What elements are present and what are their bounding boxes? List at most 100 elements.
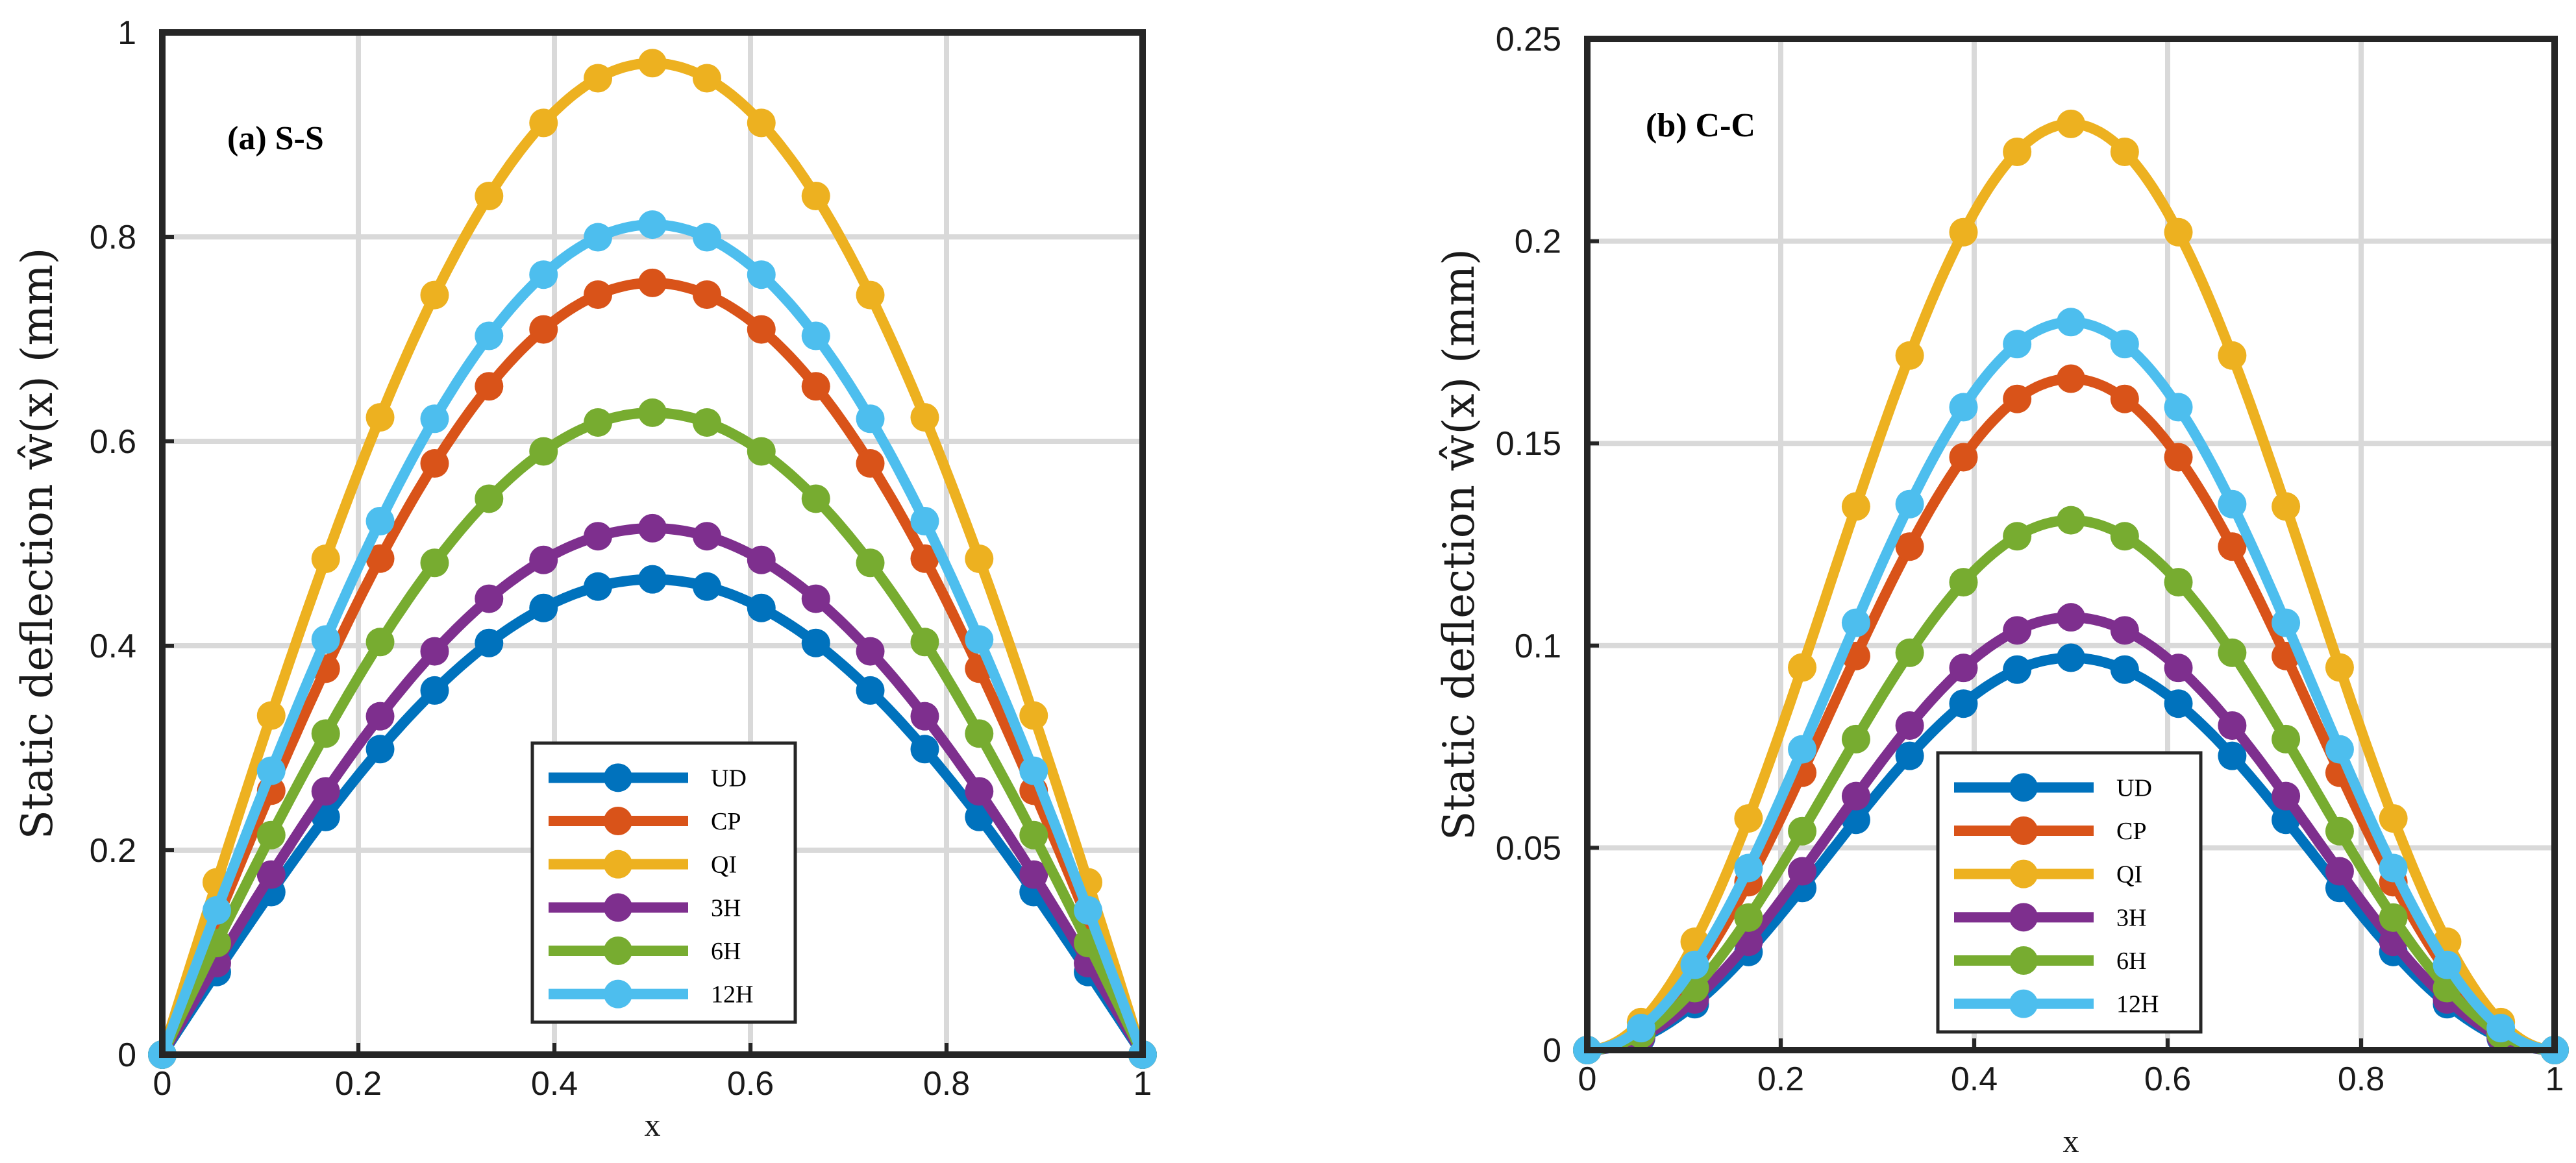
data-point-12H — [1949, 393, 1978, 422]
x-tick-label: 1 — [1133, 1065, 1152, 1103]
data-point-UD — [692, 572, 721, 601]
data-point-3H — [965, 777, 994, 806]
data-point-3H — [1788, 857, 1817, 886]
legend-label-CP: CP — [2116, 818, 2146, 845]
data-point-12H — [2272, 608, 2301, 637]
x-tick-label: 0.4 — [531, 1065, 578, 1103]
data-point-12H — [638, 210, 667, 239]
data-point-CP — [2218, 532, 2247, 561]
data-point-UD — [365, 735, 395, 764]
x-tick-label: 0.6 — [727, 1065, 774, 1103]
data-point-CP — [910, 544, 939, 573]
data-point-UD — [801, 628, 830, 657]
data-point-3H — [256, 860, 286, 889]
data-point-6H — [2379, 903, 2408, 932]
data-point-6H — [475, 484, 504, 513]
data-point-QI — [2272, 492, 2301, 521]
data-point-3H — [1019, 860, 1048, 889]
data-point-12H — [2379, 853, 2408, 883]
data-point-6H — [1788, 816, 1817, 846]
legend-a: UD CP QI 3H 6H 12H — [530, 741, 797, 1024]
data-point-12H — [1895, 489, 1924, 519]
data-point-3H — [2164, 654, 2193, 683]
data-point-QI — [856, 280, 885, 310]
data-point-CP — [2003, 384, 2032, 413]
data-point-6H — [638, 398, 667, 427]
legend-marker-3H — [604, 893, 632, 922]
legend-label-UD: UD — [2116, 774, 2152, 802]
data-point-QI — [311, 544, 340, 573]
data-point-6H — [801, 484, 830, 513]
data-point-UD — [856, 676, 885, 705]
legend-marker-CP — [604, 807, 632, 835]
data-point-3H — [2057, 603, 2085, 632]
data-point-QI — [2057, 109, 2085, 138]
data-point-QI — [2164, 217, 2193, 247]
data-point-12H — [692, 223, 721, 252]
data-point-12H — [1626, 1014, 1655, 1043]
data-point-3H — [420, 637, 449, 666]
data-point-UD — [529, 593, 558, 622]
legend-marker-12H — [604, 979, 632, 1009]
data-point-CP — [529, 315, 558, 344]
data-point-3H — [2218, 711, 2247, 740]
data-point-6H — [747, 437, 776, 466]
data-point-3H — [2325, 857, 2354, 886]
data-point-6H — [1949, 568, 1978, 597]
x-ticks-b: 0 0.2 0.4 0.6 0.8 1 — [1578, 1038, 2564, 1098]
data-point-QI — [692, 64, 721, 93]
x-tick-label: 0.4 — [1951, 1060, 1998, 1098]
data-point-6H — [2003, 522, 2032, 551]
data-point-QI — [1788, 653, 1817, 682]
legend-marker-QI — [2009, 859, 2038, 888]
data-point-12H — [2486, 1014, 2516, 1043]
data-point-6H — [2218, 638, 2247, 667]
legend-marker-3H — [2009, 903, 2038, 932]
data-point-CP — [420, 449, 449, 478]
x-ticks-a: 0 0.2 0.4 0.6 0.8 1 — [153, 1043, 1152, 1103]
data-point-UD — [584, 572, 613, 601]
data-point-QI — [1949, 217, 1978, 247]
data-point-CP — [365, 544, 395, 573]
data-point-UD — [2164, 689, 2193, 718]
legend-marker-6H — [604, 937, 632, 965]
data-point-QI — [965, 544, 994, 573]
data-point-6H — [2164, 568, 2193, 597]
x-tick-label: 0.2 — [335, 1065, 382, 1103]
x-axis-label-a: x — [645, 1107, 661, 1143]
y-tick-label: 0.25 — [1496, 21, 1561, 58]
data-point-CP — [2164, 443, 2193, 472]
legend-label-CP: CP — [711, 808, 741, 835]
data-point-CP — [747, 315, 776, 344]
data-point-UD — [2057, 643, 2085, 672]
data-point-3H — [2272, 781, 2301, 811]
legend-marker-UD — [604, 763, 632, 792]
data-point-3H — [801, 584, 830, 613]
data-point-6H — [1734, 903, 1763, 932]
data-point-6H — [965, 719, 994, 748]
data-point-12H — [2003, 330, 2032, 359]
x-tick-label: 0.6 — [2144, 1060, 2191, 1098]
curves-b — [1573, 109, 2569, 1064]
data-point-UD — [2218, 741, 2247, 770]
data-point-6H — [420, 548, 449, 578]
legend-marker-QI — [604, 850, 632, 879]
data-point-QI — [2218, 341, 2247, 370]
data-point-QI — [2379, 804, 2408, 833]
y-tick-label: 0.2 — [1515, 223, 1561, 261]
legend-label-12H: 12H — [2116, 991, 2159, 1018]
data-point-QI — [256, 701, 286, 730]
data-point-12H — [311, 625, 340, 654]
y-tick-label: 0.2 — [90, 832, 136, 870]
data-point-UD — [1895, 741, 1924, 770]
data-point-CP — [1895, 532, 1924, 561]
data-point-12H — [2218, 489, 2247, 519]
data-point-CP — [638, 268, 667, 297]
legend-marker-6H — [2009, 946, 2038, 975]
data-point-QI — [2003, 137, 2032, 166]
data-point-3H — [638, 513, 667, 543]
data-point-QI — [801, 182, 830, 211]
data-point-6H — [1019, 820, 1048, 850]
data-point-12H — [256, 756, 286, 785]
